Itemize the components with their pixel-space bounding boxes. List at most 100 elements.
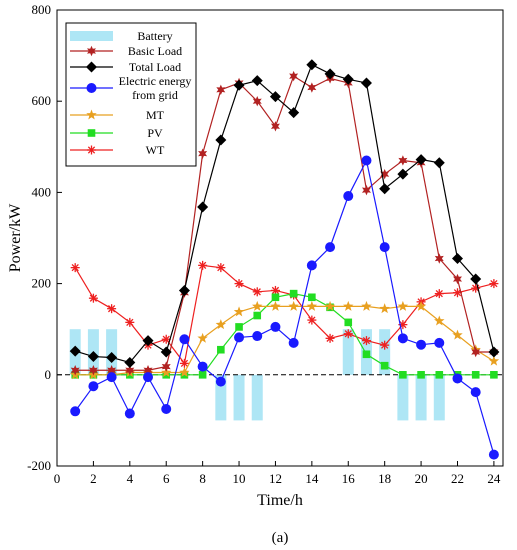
total-load-point-shape (306, 59, 318, 71)
electric-energy-from-grid-point (397, 333, 408, 344)
legend-label-battery: Battery (137, 29, 172, 43)
pv-point-shape (471, 371, 480, 379)
total-load-point-shape (342, 73, 354, 85)
battery-bar (215, 374, 227, 421)
wt-point-stroke (453, 289, 462, 297)
basic-load-point (216, 84, 226, 95)
basic-load-point-shape (434, 253, 444, 264)
legend-label-pv: PV (147, 126, 163, 140)
mt-point (434, 315, 445, 326)
wt-point (252, 287, 262, 297)
total-load-point (324, 68, 336, 80)
wt-point (307, 315, 317, 325)
mt-point-shape (197, 332, 208, 343)
electric-energy-from-grid-point (143, 372, 154, 383)
wt-point-stroke (271, 286, 280, 295)
total-load-point (306, 59, 318, 71)
y-tick-label: 200 (32, 276, 52, 291)
electric-energy-from-grid-point (361, 155, 372, 166)
pv-point-shape (435, 371, 444, 379)
total-load-point (251, 75, 263, 87)
basic-load-point-shape (289, 70, 299, 82)
wt-point (380, 340, 390, 350)
pv-point-shape (271, 293, 280, 302)
basic-load-line (75, 75, 494, 371)
plot-frame (56, 9, 504, 467)
electric-energy-from-grid-point-shape (124, 408, 135, 419)
total-load-point (124, 356, 136, 368)
legend-marker-total-load-shape (86, 61, 97, 73)
x-tick-label: 18 (378, 471, 391, 486)
x-tick-label: 14 (305, 471, 319, 486)
mt-point (215, 319, 227, 330)
basic-load-point (380, 168, 390, 180)
basic-load-point (471, 346, 481, 358)
electric-energy-from-grid-point-shape (343, 191, 354, 202)
total-load-point (106, 351, 118, 363)
basic-load-point-shape (70, 365, 80, 376)
basic-load-point (143, 365, 153, 376)
basic-load-point-shape (452, 273, 462, 285)
pv-point-shape (344, 318, 353, 327)
mt-point-shape (215, 319, 227, 330)
legend-box (65, 22, 197, 167)
pv-point (217, 345, 225, 354)
x-tick-label: 0 (54, 471, 61, 486)
pv-point-shape (308, 293, 316, 302)
x-tick-label: 16 (342, 471, 356, 486)
x-tick-label: 22 (451, 471, 464, 486)
y-tick-label: 800 (32, 2, 52, 17)
mt-point-shape (452, 329, 463, 340)
wt-point (107, 304, 117, 314)
basic-load-point (198, 148, 208, 159)
legend-label-basic-load: Basic Load (128, 44, 182, 58)
electric-energy-from-grid-point (70, 406, 81, 417)
basic-load-point (70, 365, 80, 376)
electric-energy-from-grid-point-shape (70, 406, 81, 417)
total-load-point (269, 91, 281, 103)
electric-energy-from-grid-point (470, 387, 481, 398)
electric-energy-from-grid-point-shape (252, 331, 263, 342)
electric-energy-from-grid-line (74, 158, 495, 455)
wt-point-stroke (198, 261, 207, 270)
mt-point (397, 300, 409, 311)
wt-point (179, 358, 189, 368)
pv-point (271, 293, 280, 302)
legend-marker-mt-shape (86, 109, 97, 120)
electric-energy-from-grid-point-shape (106, 372, 117, 383)
pv-point-shape (253, 311, 262, 320)
electric-energy-from-grid-point-shape (197, 361, 208, 372)
total-load-point (379, 183, 391, 195)
total-load-point (160, 346, 172, 358)
total-load-point-shape (288, 107, 300, 119)
basic-load-point (252, 96, 262, 107)
mt-point-shape (434, 315, 445, 326)
wt-point-stroke (308, 316, 316, 324)
mt-point-shape (488, 355, 500, 366)
total-load-point (470, 273, 482, 285)
wt-point (161, 334, 171, 344)
electric-energy-from-grid-point-shape (379, 242, 390, 253)
total-load-point-shape (197, 201, 209, 213)
total-load-point (360, 77, 372, 89)
battery-bar (397, 374, 409, 421)
mt-point (452, 329, 463, 340)
wt-point (88, 293, 98, 303)
electric-energy-from-grid-point-shape (215, 376, 226, 387)
pv-point (289, 289, 298, 298)
legend-label-mt: MT (146, 108, 165, 122)
total-load-point-shape (269, 91, 281, 103)
basic-load-point-shape (307, 82, 317, 93)
battery-bar (433, 374, 445, 421)
electric-energy-from-grid-point-shape (306, 260, 317, 271)
legend-swatch-battery (70, 31, 113, 41)
pv-point-shape (217, 345, 225, 354)
legend-marker-total-load (86, 61, 97, 73)
electric-energy-from-grid-point (288, 337, 299, 348)
legend-label-electric-energy-from-grid-line2: from grid (132, 88, 178, 102)
electric-energy-from-grid-point-shape (88, 381, 99, 392)
pv-point (435, 371, 444, 379)
pv-point (380, 361, 389, 370)
total-load-point (142, 335, 154, 347)
